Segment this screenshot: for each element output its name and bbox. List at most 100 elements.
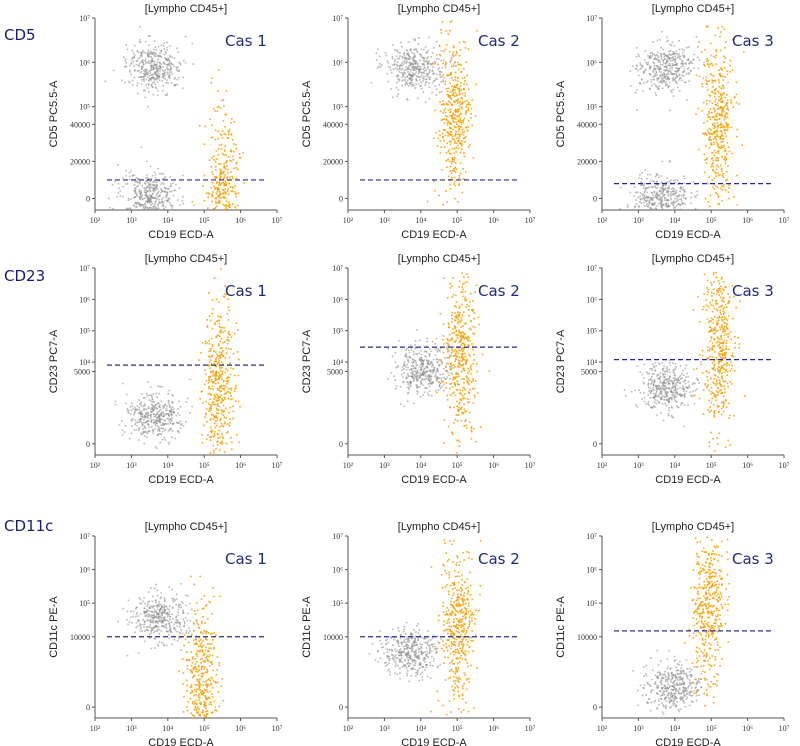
data-point — [136, 82, 139, 84]
data-point — [438, 67, 441, 69]
data-point — [142, 197, 144, 200]
data-point — [436, 370, 438, 372]
data-point — [715, 175, 717, 177]
data-point — [678, 67, 681, 70]
data-point — [208, 292, 210, 294]
data-point — [218, 182, 221, 184]
data-point — [400, 71, 402, 74]
data-point — [665, 381, 668, 384]
data-point — [465, 113, 467, 115]
data-point — [143, 418, 145, 421]
data-point — [667, 73, 670, 75]
data-point — [680, 403, 682, 406]
data-point — [395, 75, 397, 78]
data-point — [418, 365, 421, 368]
data-point — [462, 368, 465, 371]
data-point — [181, 200, 184, 202]
data-point — [717, 166, 720, 168]
y-axis-label: CD23 PC7-A — [48, 329, 60, 393]
data-point — [412, 351, 415, 353]
data-point — [645, 200, 647, 202]
data-point — [134, 189, 137, 192]
data-point — [219, 390, 222, 393]
data-point — [447, 357, 450, 359]
data-point — [151, 196, 153, 198]
data-point — [663, 396, 666, 399]
data-point — [456, 337, 459, 339]
data-point — [162, 430, 164, 433]
y-axis-label: CD5 PC5.5-A — [48, 80, 60, 147]
data-point — [162, 77, 165, 79]
data-point — [715, 54, 717, 57]
data-point — [647, 173, 649, 176]
data-point — [215, 298, 218, 301]
data-point — [166, 46, 168, 49]
data-point — [721, 25, 724, 28]
data-point — [726, 70, 728, 73]
data-point — [450, 176, 453, 179]
data-point — [220, 193, 222, 195]
data-point — [125, 44, 128, 46]
data-point — [142, 405, 145, 407]
data-point — [213, 159, 215, 161]
data-point — [449, 108, 452, 111]
data-point — [717, 107, 719, 110]
data-point — [162, 422, 165, 425]
data-point — [225, 113, 228, 116]
data-point — [173, 189, 175, 192]
data-point — [658, 384, 660, 387]
data-point — [673, 201, 675, 203]
data-point — [426, 57, 428, 60]
data-point — [474, 291, 476, 293]
data-point — [473, 312, 476, 314]
data-point — [428, 373, 431, 376]
x-tick-label: 10⁴ — [162, 216, 173, 225]
data-point — [472, 157, 475, 159]
data-point — [226, 160, 228, 162]
data-point — [710, 62, 713, 65]
data-point — [130, 409, 133, 411]
data-point — [426, 337, 428, 340]
data-point — [145, 62, 147, 64]
data-point — [656, 197, 659, 200]
data-point — [468, 383, 470, 386]
data-point — [463, 282, 466, 284]
data-point — [447, 33, 450, 35]
data-point — [163, 415, 166, 417]
data-point — [464, 355, 466, 358]
data-point — [415, 68, 418, 71]
data-point — [682, 54, 684, 57]
data-point — [143, 416, 146, 418]
data-point — [140, 204, 143, 206]
data-point — [706, 83, 708, 85]
data-point — [398, 65, 401, 67]
data-point — [460, 334, 463, 337]
data-point — [454, 61, 456, 63]
data-point — [445, 387, 447, 389]
data-point — [712, 159, 715, 162]
data-point — [413, 59, 416, 62]
data-point — [715, 141, 718, 144]
data-point — [157, 67, 160, 70]
data-point — [167, 58, 170, 61]
data-point — [209, 436, 211, 439]
data-point — [396, 95, 398, 98]
data-point — [468, 353, 470, 356]
data-point — [427, 76, 429, 79]
data-point — [651, 381, 653, 384]
data-point — [414, 377, 417, 380]
data-point — [676, 197, 678, 200]
data-point — [428, 370, 431, 372]
data-point — [376, 67, 379, 69]
data-point — [693, 53, 695, 56]
data-point — [679, 204, 681, 207]
data-point — [422, 63, 424, 66]
data-point — [413, 39, 416, 42]
data-point — [434, 109, 436, 112]
data-point — [651, 369, 653, 371]
data-point — [150, 408, 152, 410]
data-point — [164, 176, 167, 178]
data-point — [466, 380, 468, 382]
data-point — [434, 375, 436, 378]
data-point — [164, 404, 166, 407]
